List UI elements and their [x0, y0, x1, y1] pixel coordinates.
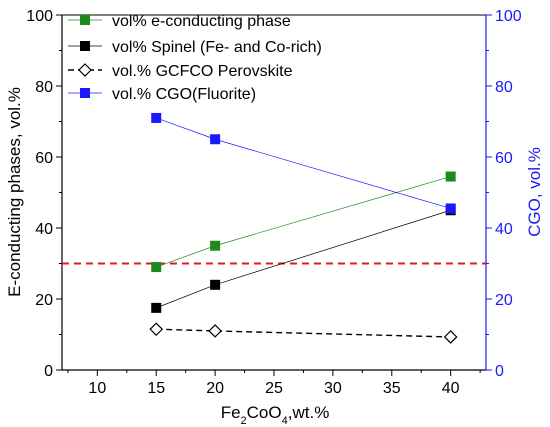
legend-label-3: vol.% GCFCO Perovskite	[112, 63, 293, 80]
legend-marker-4	[80, 88, 90, 98]
y-left-tick-label: 80	[35, 79, 53, 96]
series-1-point	[445, 171, 456, 182]
y-right-tick-label: 40	[495, 221, 513, 238]
y-left-tick-label: 0	[44, 363, 53, 380]
series-3-point	[208, 324, 222, 338]
y-right-tick-label: 60	[495, 150, 513, 167]
x-axis-title: Fe2CoO4,wt.%	[221, 403, 330, 427]
y-right-tick-label: 80	[495, 79, 513, 96]
series-4-point	[445, 203, 456, 214]
legend-label-1: vol% e-conducting phase	[112, 13, 291, 30]
y-right-tick-label: 20	[495, 292, 513, 309]
y-left-tick-label: 100	[26, 8, 53, 25]
x-tick-label: 15	[147, 380, 165, 397]
x-tick-label: 25	[265, 380, 283, 397]
series-layer	[62, 112, 486, 344]
x-tick-label: 20	[206, 380, 224, 397]
series-3-point	[149, 322, 164, 337]
plot-area: 10 15 20 25 30 35 40 0 20 40 60 80 100 0 20 40 60 80 100	[26, 8, 522, 397]
legend-marker-1	[80, 15, 90, 25]
series-line-1	[156, 176, 451, 268]
x-tick-label: 35	[383, 380, 401, 397]
series-line-2	[156, 209, 451, 309]
y-right-tick-label: 0	[495, 363, 504, 380]
legend: vol% e-conducting phase vol% Spinel (Fe- …	[68, 13, 322, 103]
x-tick-label: 30	[324, 380, 342, 397]
y-left-tick-label: 60	[35, 150, 53, 167]
legend-label-2: vol% Spinel (Fe- and Co-rich)	[112, 39, 322, 56]
y-left-tick-label: 20	[35, 292, 53, 309]
x-axis-title-sub2: 4	[282, 415, 288, 427]
x-tick-label: 10	[88, 380, 106, 397]
x-axis-title-base: Fe	[221, 403, 241, 422]
series-4-point	[210, 134, 221, 145]
series-2-point	[210, 279, 221, 290]
legend-label-4: vol.% CGO(Fluorite)	[112, 86, 256, 103]
series-4-point	[151, 112, 162, 123]
legend-marker-3	[78, 63, 92, 77]
series-line-4	[156, 117, 451, 209]
x-tick-label: 40	[442, 380, 460, 397]
series-line-3	[156, 328, 451, 338]
series-1-point	[210, 240, 221, 251]
y-right-tick-label: 100	[495, 8, 522, 25]
y-axis-right-title: CGO, vol.%	[525, 147, 544, 237]
y-axis-left-title: E-conducting phases, vol.%	[5, 87, 24, 297]
series-2-point	[151, 302, 162, 313]
series-1-point	[151, 262, 162, 273]
legend-marker-2	[80, 41, 90, 51]
x-axis-title-tail: ,wt.%	[288, 403, 330, 422]
y-left-tick-label: 40	[35, 221, 53, 238]
x-axis-title-mid: CoO	[247, 403, 282, 422]
series-3-point	[443, 330, 458, 344]
x-axis-title-sub1: 2	[241, 415, 247, 427]
